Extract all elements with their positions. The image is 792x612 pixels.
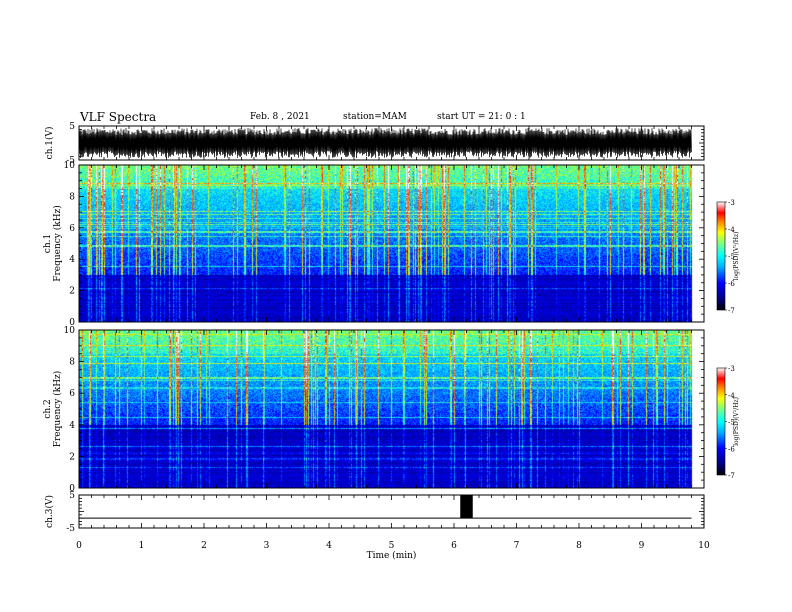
colorbar-tick-label: -6 — [728, 445, 735, 453]
y-tick-label: 2 — [69, 452, 75, 462]
y-tick-label: -5 — [66, 156, 75, 166]
ch2-spectrogram-image — [79, 330, 704, 488]
x-tick-label: 10 — [698, 541, 710, 551]
y-tick-label: 8 — [69, 192, 75, 202]
ch2-spectrogram-ylabel-channel: ch.2 — [43, 399, 53, 418]
y-tick-label: 6 — [69, 389, 75, 399]
colorbar-tick-label: -7 — [728, 307, 735, 315]
y-tick-label: 10 — [64, 161, 76, 171]
ch1-spectrogram-image — [79, 165, 704, 322]
station-label: station=MAM — [343, 112, 407, 122]
ch2-spectrogram-colorbar — [716, 367, 726, 476]
ch1-waveform-line — [78, 127, 692, 159]
y-tick-label: 0 — [69, 318, 75, 328]
colorbar-tick-label: -3 — [728, 365, 735, 373]
y-tick-label: 5 — [69, 122, 75, 132]
x-tick-label: 9 — [639, 541, 645, 551]
y-tick-label: 0 — [69, 484, 75, 494]
colorbar-tick-label: -4 — [728, 226, 735, 234]
ch2-spectrogram-colorbar-label: log(PSD)(V²/Hz) — [733, 397, 740, 446]
y-tick-label: 4 — [69, 255, 75, 265]
x-axis-label: Time (min) — [367, 550, 417, 561]
x-tick-label: 8 — [576, 541, 582, 551]
ch1-waveform-ylabel: ch.1(V) — [44, 127, 55, 160]
x-tick-label: 2 — [201, 541, 207, 551]
x-tick-label: 6 — [451, 541, 457, 551]
y-tick-label: 10 — [64, 326, 76, 336]
y-tick-label: 5 — [69, 491, 75, 501]
colorbar-tick-label: -5 — [728, 253, 735, 261]
colorbar-tick-label: -6 — [728, 280, 735, 288]
y-tick-label: 4 — [69, 421, 75, 431]
colorbar-tick-label: -5 — [728, 419, 735, 427]
ch2-spectrogram-ylabel-frequency: Frequency (kHz) — [52, 371, 63, 448]
chart-title: VLF Spectra — [80, 110, 157, 124]
x-tick-label: 3 — [264, 541, 270, 551]
y-tick-label: 2 — [69, 287, 75, 297]
colorbar-tick-label: -4 — [728, 392, 735, 400]
y-tick-label: 6 — [69, 224, 75, 234]
ch3-pulse — [460, 495, 473, 519]
ch1-spectrogram-colorbar — [716, 201, 726, 311]
x-tick-label: 0 — [76, 541, 82, 551]
colorbar-tick-label: -7 — [728, 472, 735, 480]
x-tick-label: 5 — [389, 541, 395, 551]
x-tick-label: 4 — [326, 541, 332, 551]
y-tick-label: 8 — [69, 358, 75, 368]
colorbar-tick-label: -3 — [728, 199, 735, 207]
x-tick-label: 1 — [139, 541, 145, 551]
start-time-label: start UT = 21: 0 : 1 — [437, 112, 526, 122]
date-label: Feb. 8 , 2021 — [250, 112, 310, 122]
ch3-signal-ylabel: ch.3(V) — [44, 495, 55, 528]
y-tick-label: -5 — [66, 524, 75, 534]
ch1-spectrogram-ylabel-channel: ch.1 — [43, 234, 53, 253]
ch1-spectrogram-ylabel-frequency: Frequency (kHz) — [52, 205, 63, 282]
ch1-spectrogram-colorbar-label: log(PSD)(V²/Hz) — [733, 232, 740, 281]
x-tick-label: 7 — [514, 541, 520, 551]
